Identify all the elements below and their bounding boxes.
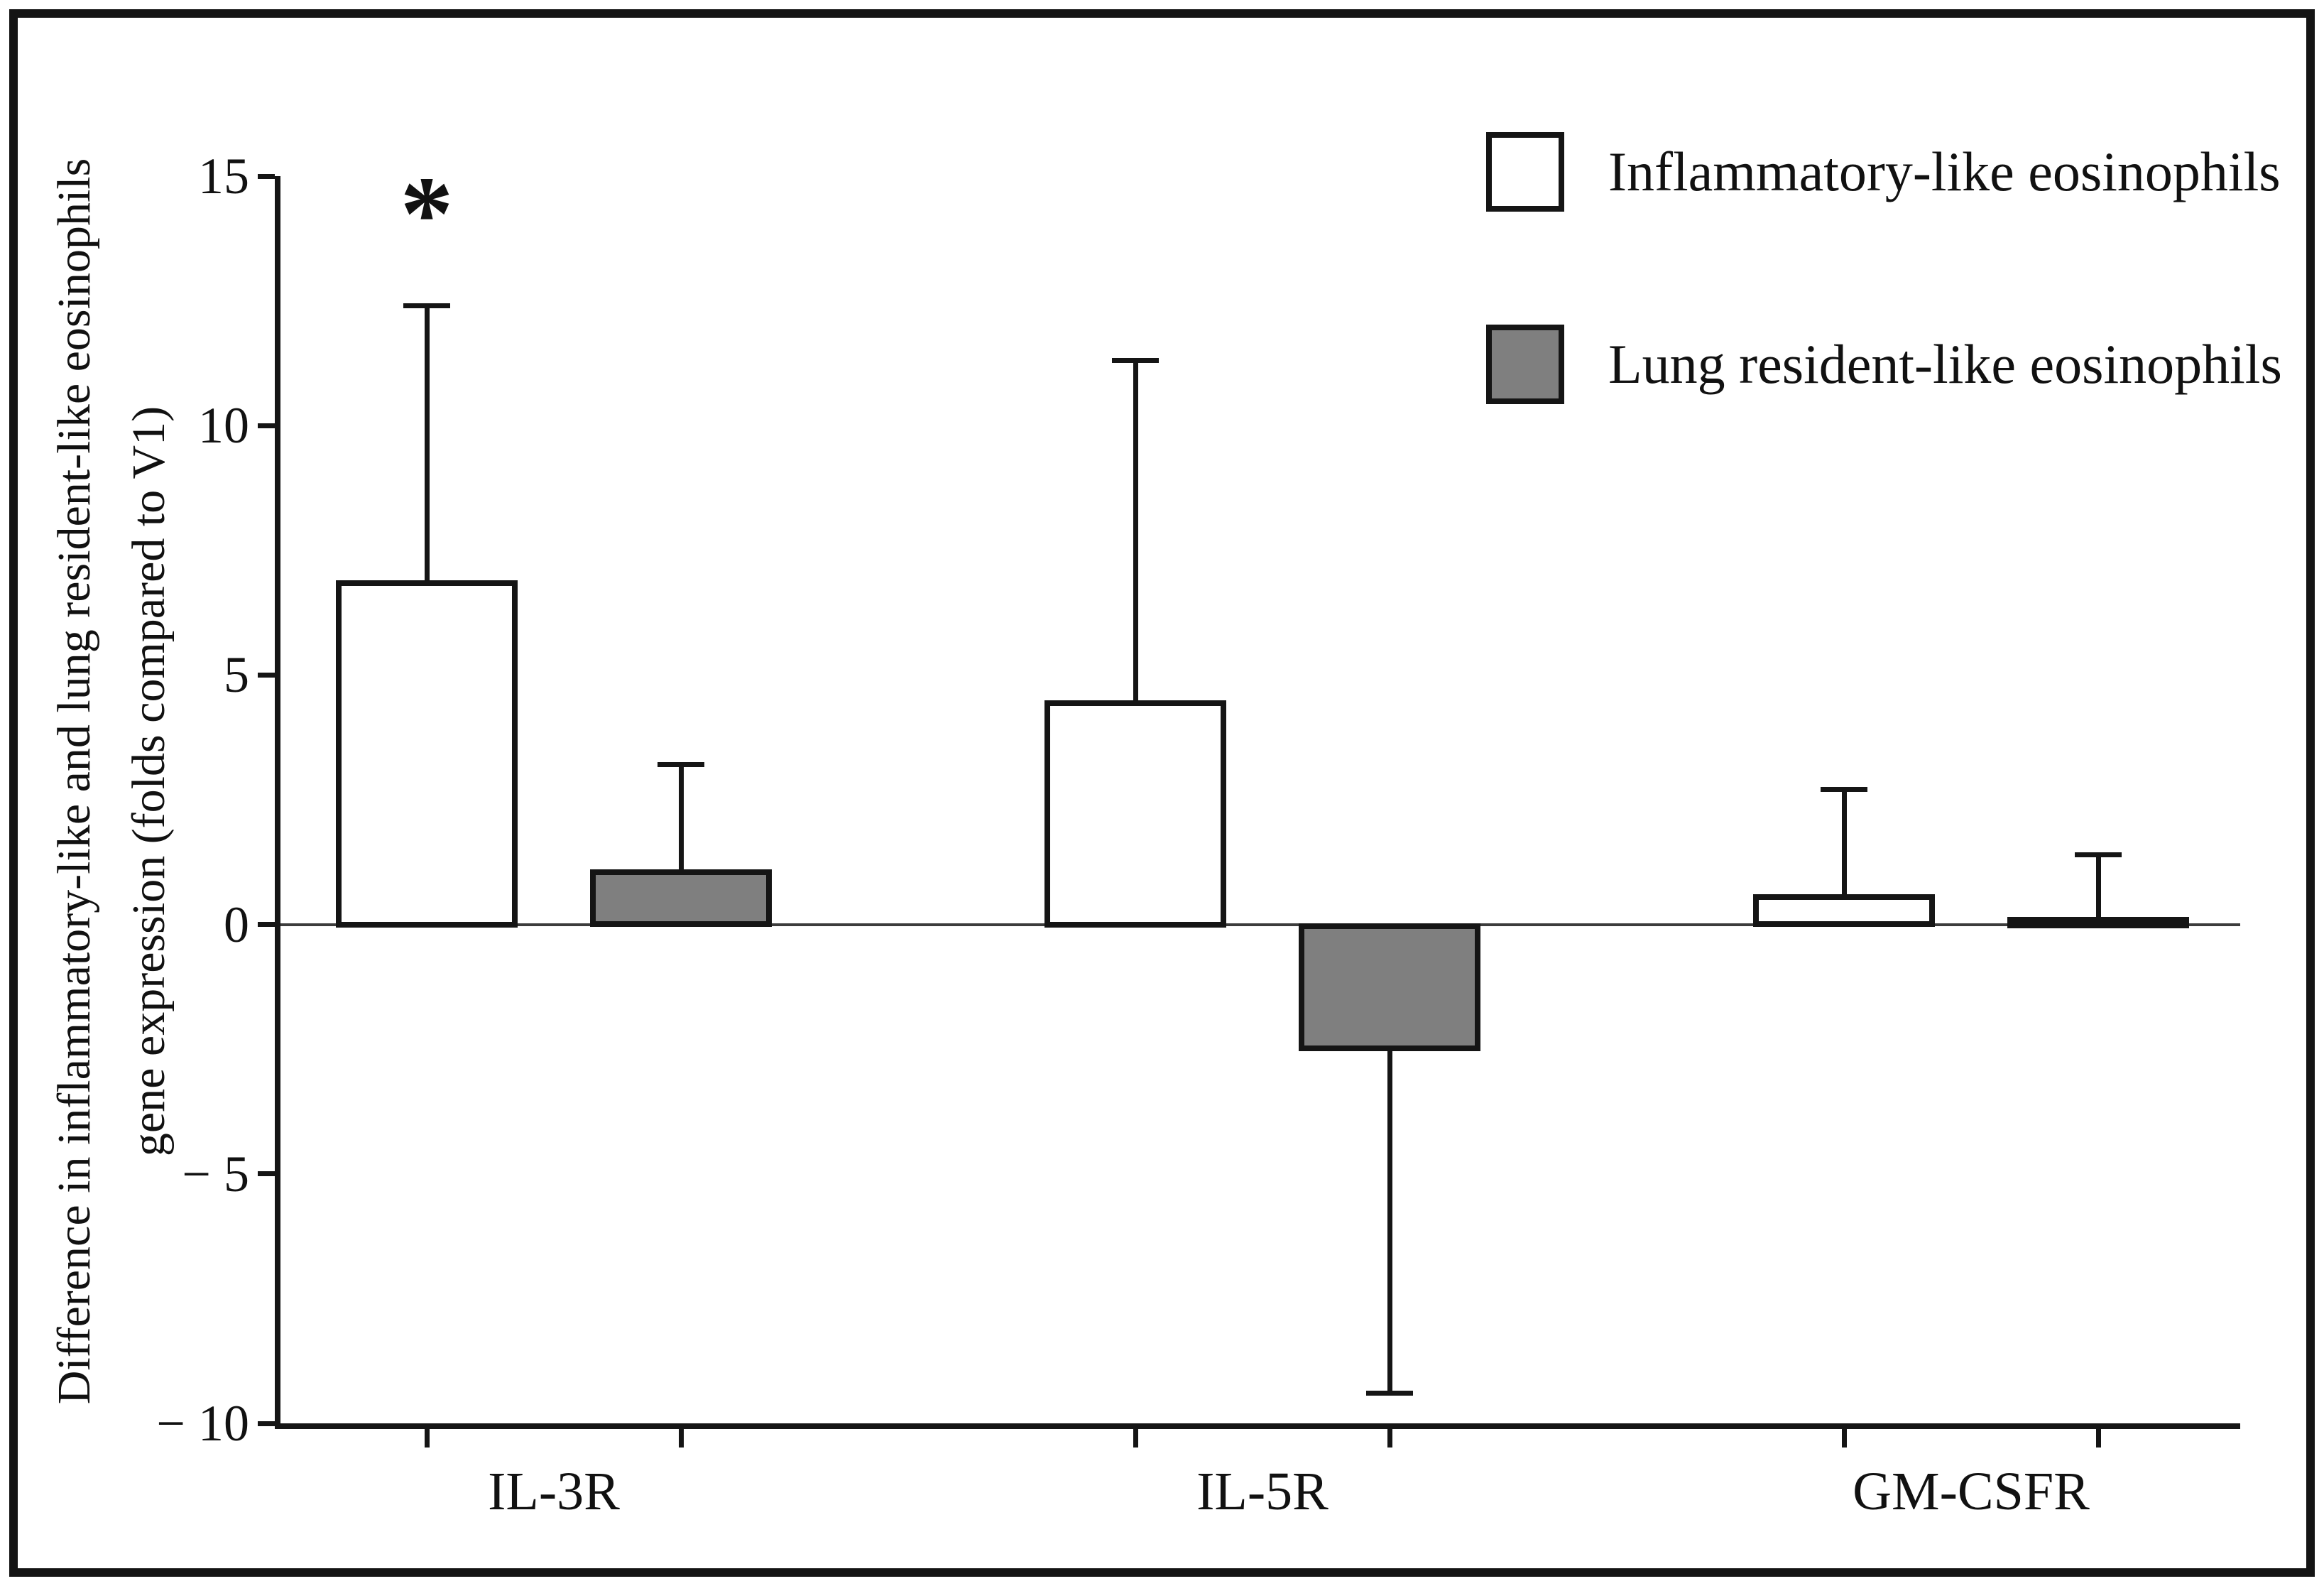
legend-item-lung-resident: Lung resident-like eosinophils bbox=[1486, 325, 2282, 404]
error-bar-line bbox=[425, 306, 430, 589]
x-tick-mark bbox=[679, 1429, 684, 1448]
y-tick-label: − 10 bbox=[156, 1395, 249, 1452]
x-tick-mark bbox=[2096, 1429, 2101, 1448]
legend-label: Inflammatory-like eosinophils bbox=[1608, 141, 2281, 202]
y-tick-mark bbox=[258, 1421, 275, 1426]
legend: Inflammatory-like eosinophils Lung resid… bbox=[1486, 132, 2282, 517]
x-category-label-IL-3R: IL-3R bbox=[488, 1462, 620, 1521]
y-tick-mark bbox=[258, 673, 275, 678]
y-tick-label: 0 bbox=[224, 896, 249, 953]
legend-swatch-gray bbox=[1486, 325, 1564, 404]
y-tick-label: 10 bbox=[198, 397, 249, 454]
bar-GM-CSFR-series0 bbox=[1753, 894, 1935, 927]
y-tick-mark bbox=[258, 1171, 275, 1176]
x-category-label-IL-5R: IL-5R bbox=[1196, 1462, 1329, 1521]
y-tick-mark bbox=[258, 423, 275, 428]
x-category-label-GM-CSFR: GM-CSFR bbox=[1853, 1462, 2090, 1521]
bar-GM-CSFR-series1 bbox=[2007, 917, 2189, 928]
error-bar-cap bbox=[1821, 787, 1867, 792]
y-tick-mark bbox=[258, 174, 275, 179]
error-bar-line bbox=[1387, 1041, 1392, 1394]
figure-border bbox=[9, 9, 2315, 1577]
zero-gridline bbox=[280, 923, 2240, 926]
error-bar-line bbox=[1842, 790, 1847, 903]
error-bar-cap bbox=[403, 303, 450, 308]
error-bar-line bbox=[1133, 361, 1138, 709]
error-bar-cap bbox=[658, 762, 704, 767]
x-tick-mark bbox=[1387, 1429, 1392, 1448]
y-tick-mark bbox=[258, 922, 275, 927]
x-tick-mark bbox=[1842, 1429, 1847, 1448]
y-axis-line bbox=[275, 176, 280, 1429]
y-tick-label: 5 bbox=[224, 646, 249, 703]
bar-IL-3R-series0 bbox=[336, 580, 518, 928]
y-tick-label: − 5 bbox=[182, 1146, 249, 1202]
legend-item-inflammatory: Inflammatory-like eosinophils bbox=[1486, 132, 2282, 212]
error-bar-cap bbox=[1366, 1391, 1413, 1396]
x-tick-mark bbox=[1133, 1429, 1138, 1448]
bar-IL-5R-series0 bbox=[1044, 700, 1226, 928]
error-bar-cap bbox=[2075, 852, 2122, 857]
legend-label: Lung resident-like eosinophils bbox=[1608, 333, 2282, 395]
x-tick-mark bbox=[425, 1429, 430, 1448]
legend-swatch-white bbox=[1486, 132, 1564, 212]
bar-IL-3R-series1 bbox=[590, 869, 772, 927]
x-axis-line bbox=[275, 1423, 2240, 1429]
bar-IL-5R-series1 bbox=[1299, 923, 1480, 1051]
y-tick-label: 15 bbox=[198, 148, 249, 205]
error-bar-line bbox=[2096, 854, 2101, 925]
error-bar-line bbox=[679, 765, 684, 879]
significance-asterisk: * bbox=[400, 155, 454, 273]
error-bar-cap bbox=[1112, 358, 1159, 363]
